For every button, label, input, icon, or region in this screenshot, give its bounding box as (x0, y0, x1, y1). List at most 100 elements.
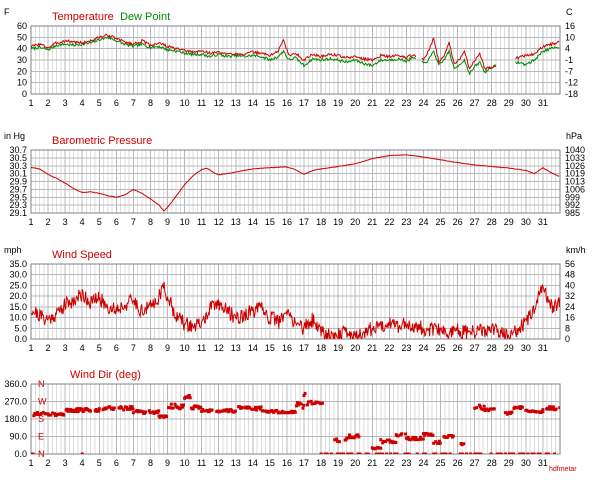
wind-dir-point (460, 443, 464, 447)
wind-dir-point (548, 405, 551, 409)
x-tick-label: 7 (131, 343, 136, 353)
x-tick-label: 28 (487, 343, 497, 353)
x-tick-label: 5 (97, 343, 102, 353)
wind-dir-points (31, 391, 560, 454)
x-tick-label: 15 (265, 343, 275, 353)
y-tick-label-left: 0 (22, 89, 27, 99)
wind-dir-point (376, 452, 380, 454)
wind-dir-point (313, 402, 317, 406)
x-tick-label: 8 (148, 98, 153, 108)
wind-dir-point (477, 452, 481, 454)
wind-dir-point (295, 401, 299, 405)
x-tick-label: 9 (165, 98, 170, 108)
x-tick-label: 13 (231, 98, 241, 108)
x-tick-label: 15 (265, 458, 275, 468)
wind-dir-point (492, 407, 496, 411)
x-tick-label: 14 (248, 98, 258, 108)
wind-dir-point (396, 434, 400, 438)
x-tick-label: 12 (214, 343, 224, 353)
temperature-panel: 1 2 3 4 5 6 7 8 9 10 11 12 13 14 15 16 17 18 19 20 21 22 23 24 2… (4, 7, 578, 108)
wind-dir-point (67, 408, 71, 412)
wind-dir-point (479, 452, 483, 454)
x-tick-label: 21 (367, 458, 377, 468)
x-tick-label: 13 (231, 217, 241, 227)
wind-dir-point (200, 409, 204, 413)
wind-dir-frame (30, 383, 561, 455)
y-tick-label-left: 60 (17, 21, 27, 31)
wind-dir-point (47, 413, 51, 417)
wind-dir-point (80, 407, 84, 411)
legend-dew-point: Dew Point (120, 11, 170, 23)
wind-dir-point (74, 410, 77, 414)
wind-dir-point (440, 452, 444, 454)
x-tick-label: 1 (28, 217, 33, 227)
x-tick-label: 20 (350, 217, 360, 227)
wind-dir-point (41, 410, 45, 414)
y-tick-label-right: 1026 (565, 161, 585, 171)
wind-dir-point (36, 411, 40, 414)
x-tick-label: 7 (131, 458, 136, 468)
x-tick-label: 19 (333, 343, 343, 353)
wind-dir-point (309, 399, 313, 403)
x-tick-label: 31 (538, 343, 548, 353)
x-tick-label: 4 (80, 217, 85, 227)
y-tick-label-left: 0.0 (14, 334, 27, 344)
y-tick-label-left: 29.9 (9, 177, 27, 187)
wind-dir-point (548, 407, 552, 411)
wind-dir-point (473, 452, 477, 454)
direction-label: S (38, 414, 44, 424)
direction-label: W (38, 397, 47, 407)
y-tick-label-right: 48 (565, 270, 575, 280)
wind-dir-point (319, 452, 323, 454)
wind-dir-point (357, 435, 361, 439)
y-tick-label-left: 270.0 (4, 397, 27, 407)
y-tick-label-right: 1013 (565, 177, 585, 187)
wind-dir-point (294, 404, 298, 408)
x-tick-label: 1 (28, 343, 33, 353)
wind-dir-point (191, 407, 195, 411)
wind-dir-point (487, 409, 491, 413)
wind-dir-point (405, 452, 409, 454)
wind-dir-point (171, 406, 175, 410)
wind-dir-point (379, 446, 383, 450)
dew-point-line (31, 35, 560, 75)
wind-dir-point (51, 411, 55, 415)
x-tick-label: 9 (165, 458, 170, 468)
wind-dir-point (558, 406, 560, 410)
wind-dir-point (510, 410, 514, 414)
y-tick-label-left: 40 (17, 44, 27, 54)
x-tick-label: 6 (114, 98, 119, 108)
wind-dir-point (541, 410, 545, 414)
wind-dir-point (422, 452, 425, 454)
wind-dir-point (329, 452, 333, 454)
wind-dir-point (490, 407, 493, 411)
x-tick-label: 1 (28, 98, 33, 108)
wind-dir-point (503, 452, 507, 454)
wind-dir-point (222, 408, 226, 412)
x-tick-label: 14 (248, 217, 258, 227)
wind-dir-point (131, 407, 135, 411)
left-unit-label: mph (4, 245, 22, 255)
y-tick-label-right: 40 (565, 280, 575, 290)
wind-dir-point (120, 406, 124, 410)
x-tick-label: 7 (131, 98, 136, 108)
y-tick-label-right: 1019 (565, 169, 585, 179)
wind-dir-point (379, 438, 383, 442)
wind-speed-title: Wind Speed (52, 249, 112, 261)
x-tick-label: 4 (80, 98, 85, 108)
wind-dir-point (431, 433, 435, 437)
wind-dir-point (105, 406, 109, 410)
direction-label: E (38, 432, 44, 442)
wind-dir-point (210, 408, 214, 412)
wind-dir-point (404, 432, 408, 436)
wind-dir-point (473, 406, 477, 410)
wind-dir-point (225, 408, 229, 412)
wind-dir-point (283, 411, 287, 415)
wind-dir-point (165, 415, 168, 419)
wind-dir-point (274, 408, 278, 412)
wind-dir-point (546, 452, 550, 454)
wind-dir-point (97, 409, 101, 413)
wind-dir-point (316, 400, 320, 404)
y-tick-label-right: 985 (565, 208, 580, 218)
wind-dir-point (336, 452, 339, 454)
